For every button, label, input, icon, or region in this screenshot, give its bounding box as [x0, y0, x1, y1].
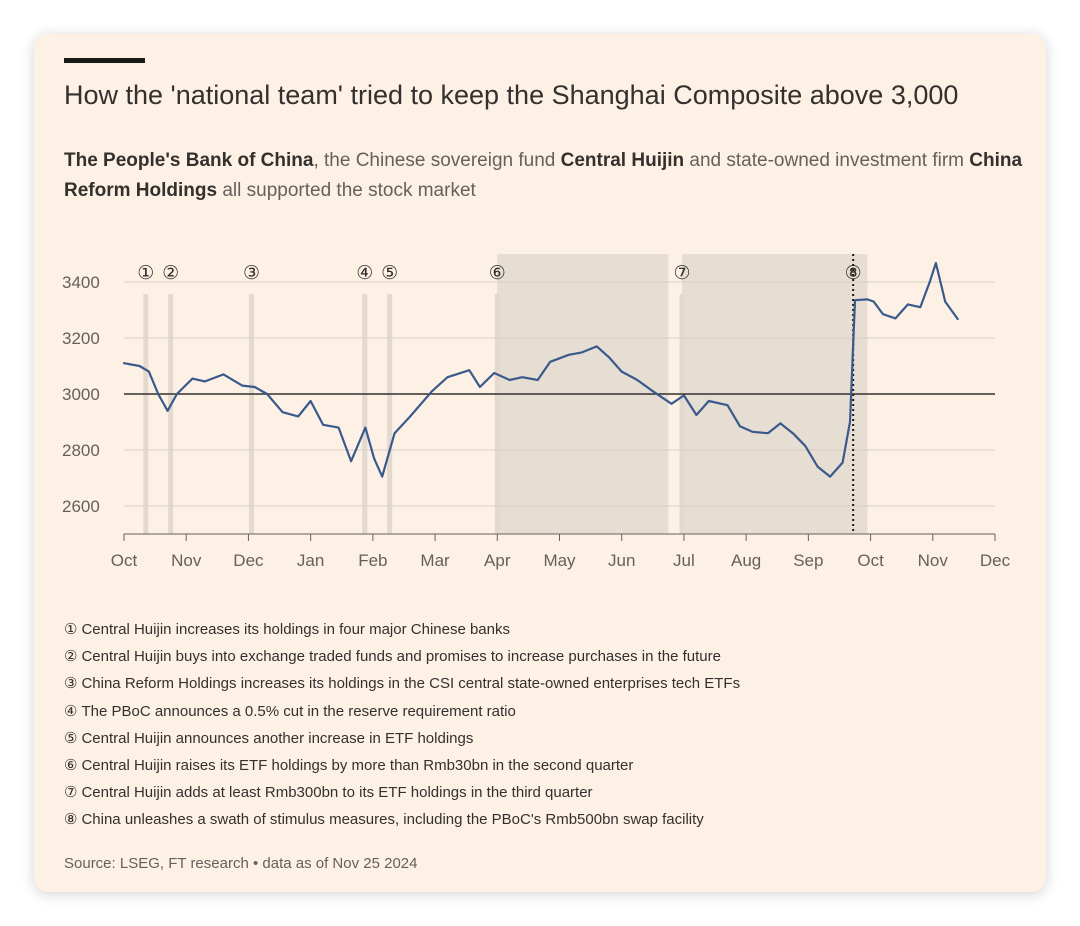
note-number: ⑤ — [64, 729, 78, 747]
event-bar-1 — [143, 294, 149, 534]
note-text: The PBoC announces a 0.5% cut in the res… — [81, 702, 516, 720]
x-tick-label-7: May — [543, 551, 576, 570]
y-tick-label-3000: 3000 — [62, 385, 100, 404]
note-number: ⑥ — [64, 757, 78, 775]
x-tick-label-5: Mar — [420, 551, 450, 570]
note-item: ① Central Huijin increases its holdings i… — [64, 616, 1024, 643]
event-marker-8: ⑧ — [845, 262, 862, 284]
event-marker-5: ⑤ — [381, 262, 398, 284]
subtitle-text-1: , the Chinese sovereign fund — [313, 150, 561, 171]
x-tick-label-6: Apr — [484, 551, 511, 570]
event-bar-2 — [168, 294, 174, 534]
note-item: ⑥ Central Huijin raises its ETF holdings … — [64, 752, 1024, 779]
x-tick-label-0: Oct — [111, 551, 138, 570]
note-number: ② — [64, 648, 78, 666]
x-tick-label-1: Nov — [171, 551, 202, 570]
x-tick-label-13: Nov — [918, 551, 949, 570]
event-marker-7: ⑦ — [674, 262, 691, 284]
y-tick-label-3200: 3200 — [62, 329, 100, 348]
note-item: ⑧ China unleashes a swath of stimulus mea… — [64, 806, 1024, 833]
x-tick-label-10: Aug — [731, 551, 761, 570]
x-tick-label-8: Jun — [608, 551, 635, 570]
note-item: ② Central Huijin buys into exchange trade… — [64, 643, 1024, 670]
subtitle-entity-reform: China Reform Holdings — [64, 150, 1023, 201]
note-text: Central Huijin adds at least Rmb300bn to… — [81, 784, 593, 802]
event-marker-6: ⑥ — [489, 262, 506, 284]
event-marker-2: ② — [162, 262, 179, 284]
x-tick-label-14: Dec — [980, 551, 1011, 570]
note-item: ⑦ Central Huijin adds at least Rmb300bn t… — [64, 779, 1024, 806]
note-text: China unleashes a swath of stimulus meas… — [81, 811, 704, 829]
subtitle-text-2: and state-owned investment firm — [684, 150, 970, 171]
note-text: Central Huijin announces another increas… — [81, 729, 474, 747]
note-item: ④ The PBoC announces a 0.5% cut in the re… — [64, 698, 1024, 725]
note-text: China Reform Holdings increases its hold… — [81, 675, 741, 693]
note-number: ③ — [64, 675, 78, 693]
note-number: ⑦ — [64, 784, 78, 802]
x-tick-label-11: Sep — [793, 551, 823, 570]
note-text: Central Huijin buys into exchange traded… — [81, 648, 721, 666]
series-line-shanghai-composite — [122, 261, 959, 478]
line-chart: 2600 2800 3000 3200 3400 Oct Nov Dec Jan Feb Mar Ap… — [62, 254, 1011, 570]
subtitle-entity-pboc: The People's Bank of China — [64, 150, 314, 171]
note-item: ⑤ Central Huijin announces another increa… — [64, 725, 1024, 752]
event-marker-1: ① — [137, 262, 154, 284]
event-bar-3 — [249, 294, 255, 534]
x-tick-label-9: Jul — [673, 551, 695, 570]
chart-subtitle: The People's Bank of China, the Chinese … — [64, 146, 1024, 206]
chart-title: How the 'national team' tried to keep th… — [64, 80, 959, 110]
event-bar-4 — [362, 294, 368, 534]
note-number: ④ — [64, 702, 78, 720]
y-tick-label-2600: 2600 — [62, 497, 100, 516]
event-marker-4: ④ — [356, 262, 373, 284]
y-tick-label-3400: 3400 — [62, 273, 100, 292]
note-number: ① — [64, 621, 78, 638]
event-marker-3: ③ — [243, 262, 260, 284]
source-note: Source: LSEG, FT research • data as of N… — [64, 855, 418, 872]
x-tick-label-4: Feb — [358, 551, 387, 570]
x-tick-label-2: Dec — [233, 551, 264, 570]
y-tick-label-2800: 2800 — [62, 441, 100, 460]
event-notes-list: ① Central Huijin increases its holdings i… — [64, 616, 1024, 834]
note-item: ③ China Reform Holdings increases its hol… — [64, 670, 1024, 697]
note-text: Central Huijin increases its holdings in… — [81, 621, 510, 638]
x-tick-label-3: Jan — [297, 551, 324, 570]
event-bar-5 — [387, 294, 393, 534]
note-number: ⑧ — [64, 811, 78, 829]
subtitle-entity-huijin: Central Huijin — [560, 150, 685, 171]
note-text: Central Huijin raises its ETF holdings b… — [81, 757, 634, 775]
event-bar-6 — [494, 294, 500, 534]
event-bar-7 — [679, 294, 685, 534]
subtitle-text-3: all supported the stock market — [217, 180, 476, 201]
chart-card: How the 'national team' tried to keep th… — [34, 34, 1046, 892]
x-tick-label-12: Oct — [857, 551, 884, 570]
title-accent-bar — [64, 58, 145, 63]
